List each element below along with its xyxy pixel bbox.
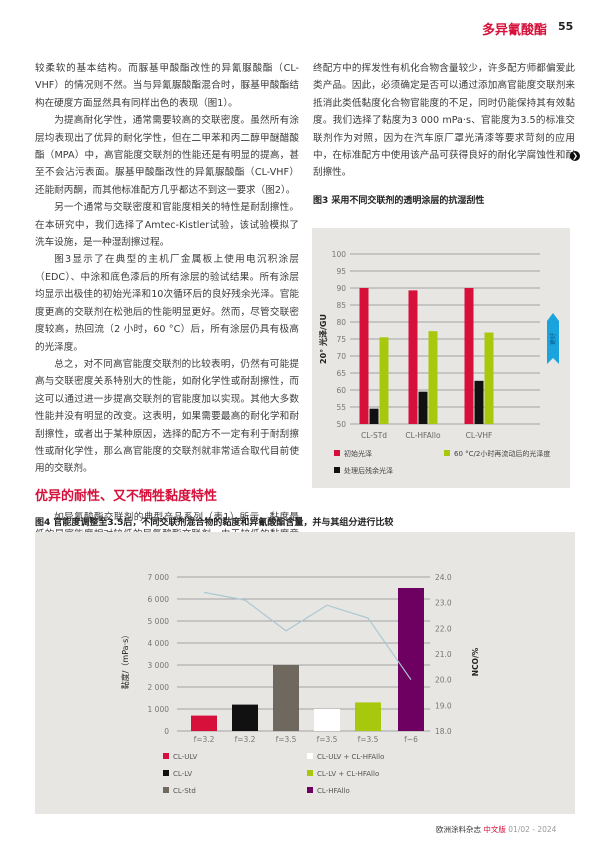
legend-swatch	[334, 450, 340, 456]
legend-label: 60 °C/2小时再流动后的光泽度	[454, 449, 550, 458]
section-heading: 优异的耐性、又不牺牲黏度特性	[35, 488, 218, 504]
y-tick-label: 50	[336, 420, 346, 429]
legend-label: CL-ULV + CL-HFAllo	[317, 753, 384, 761]
bar-cl-hfallo	[398, 588, 424, 731]
legend-swatch	[163, 753, 169, 759]
legend-swatch	[307, 787, 313, 793]
y2-tick-label: 19.0	[435, 701, 452, 710]
y-tick-label: 1 000	[148, 705, 170, 714]
y-tick-label: 100	[332, 250, 347, 259]
paragraph: 为提高耐化学性，通常需要较高的交联密度。虽然所有涂层均表现出了优异的耐化学性，但…	[35, 115, 299, 196]
x-tick-label: CL-VHF	[466, 431, 493, 440]
legend-label: 初始光泽	[344, 449, 372, 458]
y-tick-label: 6 000	[148, 595, 170, 604]
y2-tick-label: 22.0	[435, 624, 452, 633]
legend-label: CL-Std	[173, 787, 196, 795]
bar-CL-VHF-2	[484, 332, 494, 424]
legend-label: CL-ULV	[173, 753, 197, 761]
x-tick-label: f=3.5	[276, 735, 297, 744]
x-tick-label: f=3.5	[358, 735, 379, 744]
y-tick-label: 75	[336, 335, 346, 344]
legend-swatch	[334, 467, 340, 473]
bar-CL-VHF-1	[474, 380, 484, 424]
paragraph: 终配方中的挥发性有机化合物含量较少，许多配方师都偏爱此类产品。因此，必须确定是否…	[313, 63, 575, 179]
y-tick-label: 80	[336, 318, 346, 327]
bar-cl-ulv-cl-hfallo	[314, 709, 340, 731]
y-tick-label: 2 000	[148, 683, 170, 692]
right-column: 终配方中的挥发性有机化合物含量较少，许多配方师都偏爱此类产品。因此，必须确定是否…	[313, 60, 575, 182]
legend-label: CL-LV + CL-HFAllo	[317, 770, 379, 778]
bar-CL-STd-2	[379, 337, 389, 424]
figure-3-svg: 100 95 90 85 80 75 70 65 60 55 50 20° 光泽/GU CL-STd CL…	[318, 250, 559, 475]
up-arrow-icon	[547, 313, 559, 364]
y2-tick-label: 21.0	[435, 650, 452, 659]
bar-CL-HFAllo-1	[418, 391, 428, 424]
bar-cl-lv-cl-hfallo	[355, 702, 381, 731]
x-tick-label: f~6	[404, 735, 418, 744]
y-tick-label: 90	[336, 284, 346, 293]
legend-label: CL-HFAllo	[317, 787, 350, 795]
y-tick-label: 5 000	[148, 617, 170, 626]
x-tick-label: f=3.2	[194, 735, 215, 744]
bar-CL-HFAllo-0	[408, 290, 418, 424]
y2-tick-label: 18.0	[435, 727, 452, 736]
y-tick-label: 3 000	[148, 661, 170, 670]
legend-swatch	[163, 787, 169, 793]
x-tick-label: f=3.2	[235, 735, 256, 744]
y-tick-label: 0	[164, 727, 169, 736]
y-tick-label: 95	[336, 267, 346, 276]
figure-3-chart: 100 95 90 85 80 75 70 65 60 55 50 20° 光泽/GU CL-STd CL…	[312, 228, 570, 488]
better-label: 更好	[549, 333, 557, 345]
page-number: 55	[558, 20, 574, 33]
paragraph: 另一个通常与交联密度和官能度相关的特性是耐刮擦性。在本研究中，我们选择了Amte…	[35, 202, 299, 249]
y-tick-label: 55	[336, 403, 346, 412]
bar-CL-VHF-0	[464, 288, 474, 424]
y-tick-label: 60	[336, 386, 346, 395]
chevron-right-circle-icon[interactable]: ❯	[570, 151, 580, 161]
issue: 01/02 - 2024	[508, 825, 557, 834]
x-tick-label: CL-HFAllo	[405, 431, 441, 440]
y-tick-label: 7 000	[148, 573, 170, 582]
paragraph: 图3显示了在典型的主机厂金属板上使用电沉积涂层（EDC）、中涂和底色漆后的所有涂…	[35, 254, 299, 353]
y-tick-label: 85	[336, 301, 346, 310]
y2-tick-label: 20.0	[435, 676, 452, 685]
y2-axis-label: NCO/%	[471, 647, 480, 676]
x-tick-label: f=3.5	[317, 735, 338, 744]
bar-CL-STd-1	[369, 408, 379, 424]
footer: 欧洲涂料杂志 中文版 01/02 - 2024	[436, 824, 556, 835]
edition: 中文版	[483, 825, 506, 834]
figure-4-svg: 7 000 6 000 5 000 4 000 3 000 2 000 1 000 0 24.0…	[120, 573, 480, 795]
magazine-name: 欧洲涂料杂志	[436, 825, 481, 834]
legend-swatch	[307, 753, 313, 759]
paragraph: 较柔软的基本结构。而脲基甲酸酯改性的异氰脲酸酯（CL-VHF）的情况则不然。当与…	[35, 63, 299, 109]
y2-tick-label: 23.0	[435, 599, 452, 608]
y-tick-label: 4 000	[148, 639, 170, 648]
left-column: 较柔软的基本结构。而脲基甲酸酯改性的异氰脲酸酯（CL-VHF）的情况则不然。当与…	[35, 60, 299, 561]
legend-label: 处理后残余光泽	[344, 466, 393, 475]
bar-CL-STd-0	[359, 288, 369, 424]
bar-cl-lv	[232, 704, 258, 731]
y-tick-label: 65	[336, 369, 346, 378]
bar-cl-ulv	[191, 715, 217, 731]
bar-cl-std	[273, 665, 299, 731]
bar-CL-HFAllo-2	[428, 331, 438, 424]
x-tick-label: CL-STd	[361, 431, 387, 440]
legend-swatch	[163, 770, 169, 776]
legend-swatch	[444, 450, 450, 456]
figure-4-chart: 7 000 6 000 5 000 4 000 3 000 2 000 1 000 0 24.0…	[35, 532, 575, 814]
y-axis-label: 20° 光泽/GU	[318, 314, 328, 364]
legend-label: CL-LV	[173, 770, 192, 778]
y-tick-label: 70	[336, 352, 346, 361]
figure-3-caption: 图3 采用不同交联剂的透明涂层的抗湿刮性	[313, 196, 485, 206]
section-title: 多异氰酸酯	[482, 23, 548, 38]
paragraph: 总之，对不同高官能度交联剂的比较表明，仍然有可能提高与交联密度关系特别大的性能，…	[35, 358, 299, 475]
y2-tick-label: 24.0	[435, 573, 452, 582]
figure-4-caption: 图4 官能度调整至3.5后，不同交联剂混合物的黏度和异氰酸酯含量，并与其组分进行…	[35, 518, 394, 528]
nco-line	[203, 591, 412, 681]
legend-swatch	[307, 770, 313, 776]
y-axis-label: 黏度/（mPa·s）	[120, 631, 130, 690]
